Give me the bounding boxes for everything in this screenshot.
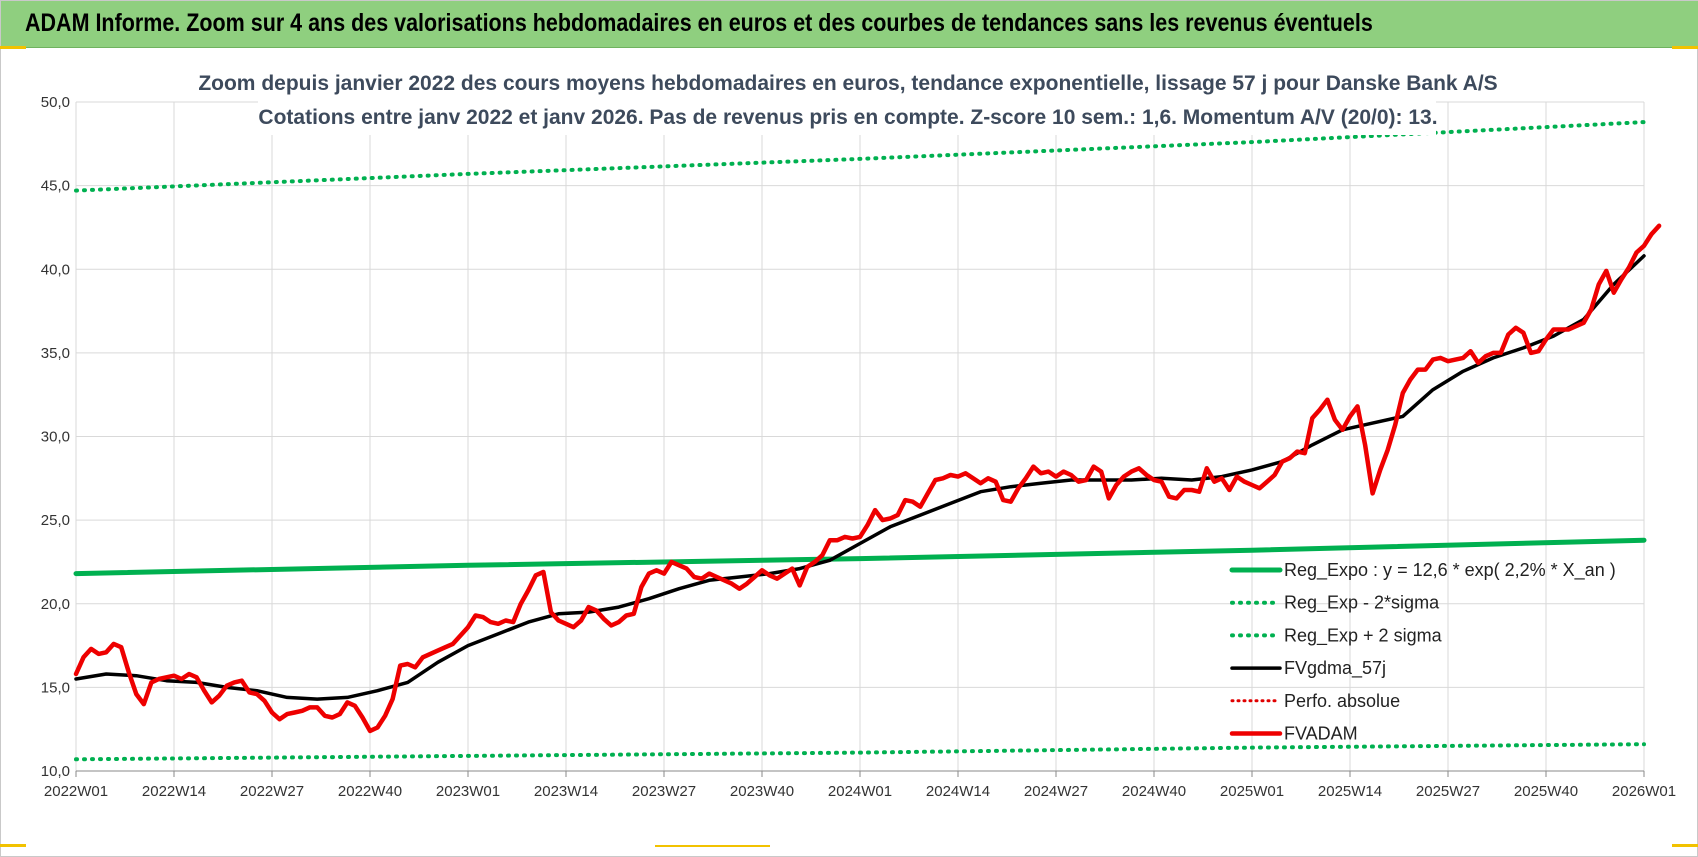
x-tick-label: 2025W14 xyxy=(1318,783,1382,800)
x-tick-label: 2025W01 xyxy=(1220,783,1284,800)
x-tick-label: 2024W27 xyxy=(1024,783,1088,800)
x-tick-label: 2025W40 xyxy=(1514,783,1578,800)
banner: ADAM Informe. Zoom sur 4 ans des valoris… xyxy=(1,1,1698,48)
corner-mark xyxy=(0,844,26,847)
x-tick-label: 2025W27 xyxy=(1416,783,1480,800)
legend-label: FVgdma_57j xyxy=(1284,658,1386,679)
x-tick-label: 2023W40 xyxy=(730,783,794,800)
x-tick-label: 2023W27 xyxy=(632,783,696,800)
y-tick-label: 10,0 xyxy=(41,763,70,780)
legend-label: Reg_Exp - 2*sigma xyxy=(1284,593,1440,614)
series-reg-expo xyxy=(73,537,1647,577)
x-tick-label: 2022W01 xyxy=(44,783,108,800)
corner-mark xyxy=(1672,844,1698,847)
series-lower-band xyxy=(74,742,1646,762)
series-upper-band xyxy=(74,120,1646,193)
y-tick-label: 15,0 xyxy=(41,679,70,696)
y-tick-label: 45,0 xyxy=(41,178,70,195)
y-tick-label: 50,0 xyxy=(41,94,70,111)
corner-mark xyxy=(1672,46,1698,49)
title-backdrop xyxy=(258,63,1436,135)
series-fvadam xyxy=(73,223,1662,734)
x-tick-label: 2023W01 xyxy=(436,783,500,800)
legend-label: Reg_Exp + 2 sigma xyxy=(1284,625,1443,646)
x-tick-label: 2024W01 xyxy=(828,783,892,800)
legend-label: FVADAM xyxy=(1284,724,1358,744)
x-tick-label: 2024W40 xyxy=(1122,783,1186,800)
x-tick-label: 2022W14 xyxy=(142,783,206,800)
y-tick-label: 35,0 xyxy=(41,345,70,362)
x-tick-label: 2022W27 xyxy=(240,783,304,800)
y-tick-label: 20,0 xyxy=(41,596,70,613)
y-tick-label: 25,0 xyxy=(41,512,70,529)
legend-label: Perfo. absolue xyxy=(1284,691,1400,711)
chart-subtitle: Cotations entre janv 2022 et janv 2026. … xyxy=(258,106,1437,129)
x-tick-label: 2023W14 xyxy=(534,783,598,800)
banner-title: ADAM Informe. Zoom sur 4 ans des valoris… xyxy=(25,9,1373,37)
series-fvgdma xyxy=(74,254,1646,701)
corner-mark xyxy=(0,46,26,49)
x-tick-label: 2024W14 xyxy=(926,783,990,800)
chart-title: Zoom depuis janvier 2022 des cours moyen… xyxy=(198,72,1497,95)
x-tick-label: 2022W40 xyxy=(338,783,402,800)
corner-mark xyxy=(655,845,770,847)
y-tick-label: 30,0 xyxy=(41,429,70,446)
y-tick-label: 40,0 xyxy=(41,261,70,278)
legend-label: Reg_Expo : y = 12,6 * exp( 2,2% * X_an ) xyxy=(1284,560,1616,581)
x-tick-label: 2026W01 xyxy=(1612,783,1676,800)
